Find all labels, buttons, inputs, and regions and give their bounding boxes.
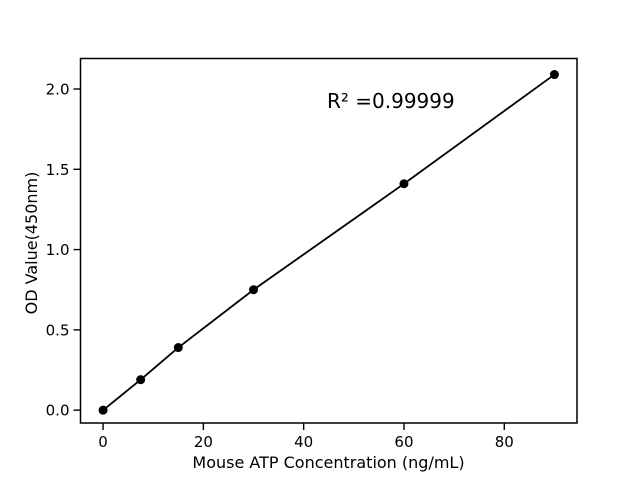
- data-point: [249, 285, 259, 295]
- y-axis-label: OD Value(450nm): [22, 172, 41, 315]
- x-tick-label: 80: [495, 433, 514, 451]
- y-tick-label: 1.0: [46, 241, 70, 259]
- data-point: [549, 70, 559, 80]
- y-tick-label: 2.0: [46, 81, 70, 99]
- data-point: [399, 179, 409, 189]
- x-tick-label: 20: [194, 433, 213, 451]
- plot-border: [79, 57, 578, 424]
- x-tick-label: 0: [98, 433, 108, 451]
- y-tick-label: 0.0: [46, 402, 70, 420]
- data-point: [173, 343, 183, 353]
- x-tick-label: 60: [394, 433, 413, 451]
- y-tick-label: 1.5: [46, 161, 70, 179]
- fit-line: [102, 73, 555, 411]
- x-axis-label: Mouse ATP Concentration (ng/mL): [192, 453, 464, 472]
- r-squared-annotation: R² =0.99999: [327, 89, 455, 113]
- data-point: [98, 405, 108, 415]
- x-tick-label: 40: [294, 433, 313, 451]
- data-point: [136, 375, 146, 385]
- y-tick-label: 0.5: [46, 321, 70, 339]
